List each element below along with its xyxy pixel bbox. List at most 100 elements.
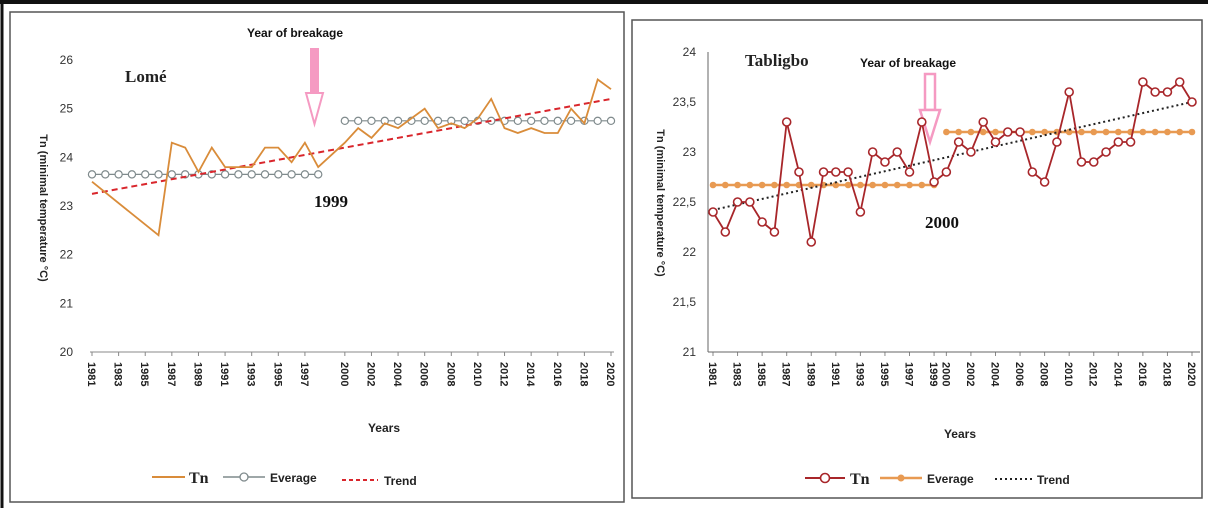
x-tick-label: 2000 (939, 362, 951, 386)
panel-border-tabligbo (631, 19, 1203, 499)
x-tick-label: 2006 (1013, 362, 1025, 386)
x-tick-label: 2016 (551, 362, 563, 386)
tn-point (953, 137, 964, 147)
x-tick-label: 2008 (1038, 362, 1050, 386)
average-point (460, 116, 469, 126)
x-tick-label: 1981 (85, 362, 97, 386)
tn-series-line (712, 80, 1193, 243)
y-tick-label: 26 (60, 53, 74, 67)
average-point (721, 181, 729, 189)
average-point (857, 181, 864, 189)
y-axis-label-lome: Tn (minimal temperature °C) (37, 134, 49, 282)
average-point (881, 181, 889, 189)
average-point (1102, 128, 1110, 136)
x-tick-label: 2012 (1087, 362, 1099, 386)
x-tick-label: 1997 (903, 362, 915, 386)
y-tick-label: 23 (60, 199, 74, 213)
tn-point (904, 167, 915, 177)
legend-tabligbo: Tn Everage Trend (805, 471, 1070, 488)
plot-area-lome (87, 78, 616, 237)
average-point (844, 181, 852, 189)
average-point (893, 181, 901, 189)
tn-point (1174, 77, 1185, 87)
tn-point (1125, 137, 1136, 147)
tn-point (1002, 127, 1013, 137)
average-point (127, 170, 137, 179)
average-point (314, 170, 323, 179)
breakage-arrow-lome (304, 48, 325, 128)
x-tick-label: 2002 (964, 362, 976, 386)
average-point (1090, 128, 1098, 136)
x-tick-label: 2004 (391, 362, 403, 387)
x-tick-label: 2012 (498, 362, 510, 386)
x-tick-label: 1985 (138, 362, 150, 386)
average-point (353, 116, 363, 126)
x-tick-label: 2020 (604, 362, 616, 386)
legend-marker-tn-tabligbo (819, 472, 831, 484)
average-point (734, 181, 741, 189)
average-point (943, 128, 950, 136)
x-tick-label: 1987 (780, 362, 792, 386)
tn-point (1064, 87, 1074, 97)
x-tick-label: 1989 (804, 362, 816, 386)
legend-label-tn-lome: Tn (189, 470, 209, 487)
x-tick-label: 2004 (988, 362, 1000, 387)
x-tick-label: 2016 (1136, 362, 1148, 386)
tn-point (831, 167, 841, 177)
tn-point (1015, 127, 1025, 137)
tn-point (892, 147, 903, 157)
station-title-lome: Lomé (125, 67, 167, 86)
x-tick-label: 2010 (471, 362, 483, 386)
average-point (758, 181, 766, 189)
average-point (1065, 128, 1073, 136)
tn-point (916, 117, 927, 127)
x-tick-label: 1991 (218, 362, 230, 386)
y-tick-label: 24 (683, 45, 697, 59)
tn-point (941, 167, 952, 177)
x-tick-label: 1995 (271, 362, 283, 386)
average-point (1029, 128, 1036, 136)
tn-point (1052, 137, 1062, 147)
breakage-label-lome: Year of breakage (247, 26, 343, 40)
tn-point (929, 177, 939, 187)
tn-point (1027, 167, 1038, 177)
tn-point (1113, 137, 1124, 147)
x-tick-label: 2002 (364, 362, 376, 386)
average-point (101, 170, 110, 179)
average-point (918, 181, 926, 189)
average-point (367, 116, 376, 126)
x-tick-label: 1987 (165, 362, 177, 386)
average-point (447, 116, 456, 126)
y-tick-label: 23,5 (673, 95, 697, 109)
legend-marker-average-tabligbo (897, 474, 905, 482)
x-tick-label: 1999 (927, 362, 939, 386)
average-point (1041, 128, 1048, 136)
y-tick-label: 21 (683, 345, 697, 359)
average-point (606, 116, 616, 126)
tn-point (794, 167, 804, 177)
break-year-lome: 1999 (314, 192, 348, 211)
average-point (340, 116, 350, 126)
y-axis-label-tabligbo: Tn (minimal temperature °C) (654, 129, 666, 277)
average-point (167, 170, 177, 179)
x-tick-label: 1985 (755, 362, 767, 386)
average-point (566, 116, 576, 126)
average-point (1176, 128, 1184, 136)
x-axis-label-tabligbo: Years (944, 427, 976, 441)
x-tick-label: 1991 (829, 362, 841, 386)
tn-point (880, 157, 890, 167)
tn-point (708, 207, 718, 217)
tn-point (1088, 157, 1099, 167)
legend-marker-average-lome (239, 472, 249, 482)
y-tick-label: 20 (60, 345, 74, 359)
tn-point (867, 147, 878, 157)
average-point (141, 170, 150, 179)
average-point (300, 170, 310, 179)
x-tick-label: 2020 (1185, 362, 1197, 386)
x-tick-label: 2010 (1062, 362, 1074, 386)
break-year-tabligbo: 2000 (925, 213, 959, 232)
y-tick-label: 22 (60, 248, 74, 262)
tn-point (806, 237, 817, 247)
average-point (967, 128, 975, 136)
